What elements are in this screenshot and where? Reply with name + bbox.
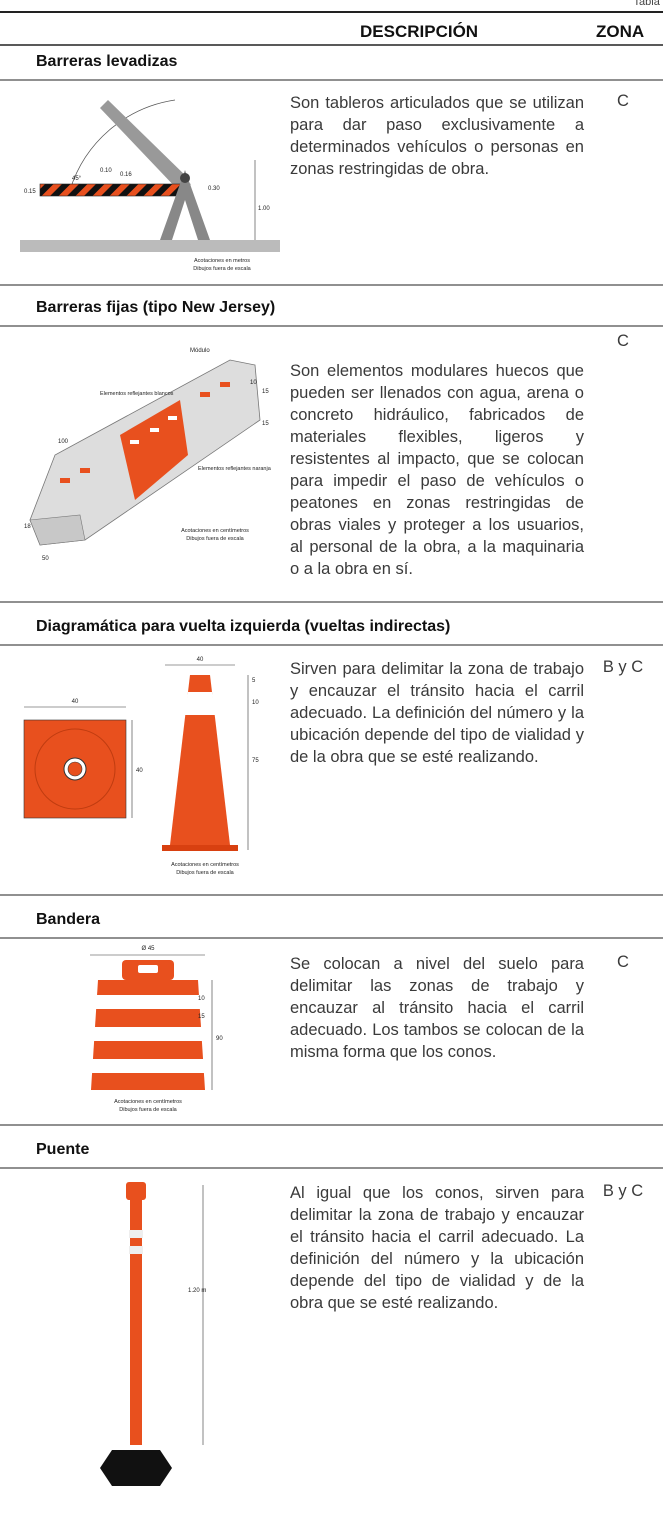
figure-label: 40 — [197, 657, 204, 663]
figure-label: 0.16 — [120, 172, 132, 178]
figure-label: 5 — [252, 678, 256, 684]
figure-label: 10 — [198, 996, 205, 1002]
figure-caption: Acotaciones en centímetros — [171, 862, 239, 868]
figure-caption: Acotaciones en metros — [194, 258, 250, 264]
figure-label: 15 — [198, 1014, 205, 1020]
section-title: Diagramática para vuelta izquierda (vuel… — [36, 618, 451, 635]
figure-caption: Dibujos fuera de escala — [186, 536, 244, 542]
figure-caption: Dibujos fuera de escala — [193, 266, 251, 272]
figure-label: 0.15 — [24, 189, 36, 195]
figure-label: 0.30 — [208, 186, 220, 192]
figure-label: Elementos reflejantes blancos — [100, 391, 174, 397]
section-description: Se colocan a nivel del suelo para delimi… — [290, 955, 584, 1061]
figure-label: Elementos reflejantes naranja — [198, 466, 272, 472]
figure-label: 15 — [262, 421, 269, 427]
rules — [0, 11, 663, 1169]
figure-label: 1.00 — [258, 206, 270, 212]
figure-label: 90 — [216, 1036, 223, 1042]
figure-label: 18 — [24, 524, 31, 530]
figure-label: 75 — [252, 758, 259, 764]
figure-label: 40 — [72, 699, 79, 705]
figure-label: 10 — [250, 380, 257, 386]
section-zone: C — [617, 92, 629, 110]
figure-label: 50 — [42, 556, 49, 562]
section-description: Son tableros articulados que se utilizan… — [290, 94, 584, 178]
figure-caption: Dibujos fuera de escala — [176, 870, 234, 876]
figure-caption: Acotaciones en centímetros — [181, 528, 249, 534]
figure-drum: Ø 45 10 15 90 Acotaciones en centímetros… — [90, 946, 223, 1113]
figure-label: 0.10 — [100, 168, 112, 174]
table-tag: Tabla 2 — [633, 0, 663, 8]
figure-label: 1.20 m — [188, 1288, 206, 1294]
figure-caption: Acotaciones en centímetros — [114, 1099, 182, 1105]
section-description: Al igual que los conos, sirven para deli… — [290, 1184, 584, 1312]
section-title: Barreras fijas (tipo New Jersey) — [36, 299, 276, 316]
figure-caption: Dibujos fuera de escala — [119, 1107, 177, 1113]
figure-label: 15 — [262, 389, 269, 395]
figure-label: 40 — [136, 768, 143, 774]
figure-label: Ø 45 — [141, 946, 155, 952]
figure-new-jersey: Módulo Elementos reflejantes blancos 10 … — [24, 348, 272, 562]
section-zone: C — [617, 332, 629, 350]
figure-pole: 1.20 m — [100, 1182, 206, 1486]
section-description: Sirven para delimitar la zona de trabajo… — [290, 660, 584, 766]
section-title: Barreras levadizas — [36, 53, 178, 70]
column-header: ZONA — [596, 22, 645, 41]
section-title: Bandera — [36, 911, 101, 928]
figure-label: Módulo — [190, 348, 210, 354]
section-zone: B y C — [602, 658, 644, 676]
section-description: Son elementos modulares huecos que puede… — [290, 362, 584, 578]
section-zone: B y C — [602, 1182, 644, 1200]
figure-lift-barrier: 0.15 45° 0.10 0.16 0.30 1.00 Acotaciones… — [20, 99, 280, 272]
column-header: DESCRIPCIÓN — [360, 22, 479, 41]
section-title: Puente — [36, 1141, 90, 1158]
figure-label: 100 — [58, 439, 69, 445]
section-zone: C — [617, 953, 629, 971]
figure-cone: 40 40 40 5 10 75 Acotaciones en centímet… — [23, 657, 259, 876]
figure-label: 45° — [72, 176, 82, 182]
figure-label: 10 — [252, 700, 259, 706]
